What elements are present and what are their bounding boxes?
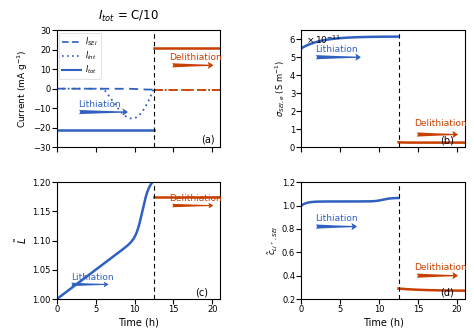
Text: $\times\,10^{-11}$: $\times\,10^{-11}$: [306, 34, 342, 46]
Text: Delithiation: Delithiation: [170, 195, 222, 204]
Text: $I_{tot}$ = C/10: $I_{tot}$ = C/10: [98, 9, 158, 24]
X-axis label: Time (h): Time (h): [363, 317, 403, 327]
Text: Delithiation: Delithiation: [414, 263, 467, 272]
Y-axis label: $\tilde{L}$: $\tilde{L}$: [14, 237, 29, 245]
Legend: $I_{SEI}$, $I_{int}$, $I_{tot}$: $I_{SEI}$, $I_{int}$, $I_{tot}$: [59, 33, 100, 79]
Text: (b): (b): [440, 136, 454, 145]
Y-axis label: $\tilde{c}_{Li^+,SEI}$: $\tilde{c}_{Li^+,SEI}$: [266, 226, 279, 255]
Text: Lithiation: Lithiation: [315, 45, 358, 54]
Text: Lithiation: Lithiation: [315, 214, 358, 223]
Text: (a): (a): [201, 134, 215, 144]
Text: (d): (d): [440, 288, 454, 298]
Text: (c): (c): [195, 288, 209, 298]
Y-axis label: Current (mA g$^{-1}$): Current (mA g$^{-1}$): [16, 49, 30, 128]
Text: Delithiation: Delithiation: [414, 119, 467, 128]
Text: Delithiation: Delithiation: [170, 53, 222, 62]
Y-axis label: $\sigma_{SEI,e}$ (S m$^{-1}$): $\sigma_{SEI,e}$ (S m$^{-1}$): [273, 60, 287, 117]
Text: Lithiation: Lithiation: [71, 274, 113, 282]
Text: Lithiation: Lithiation: [79, 100, 121, 109]
X-axis label: Time (h): Time (h): [118, 317, 159, 327]
